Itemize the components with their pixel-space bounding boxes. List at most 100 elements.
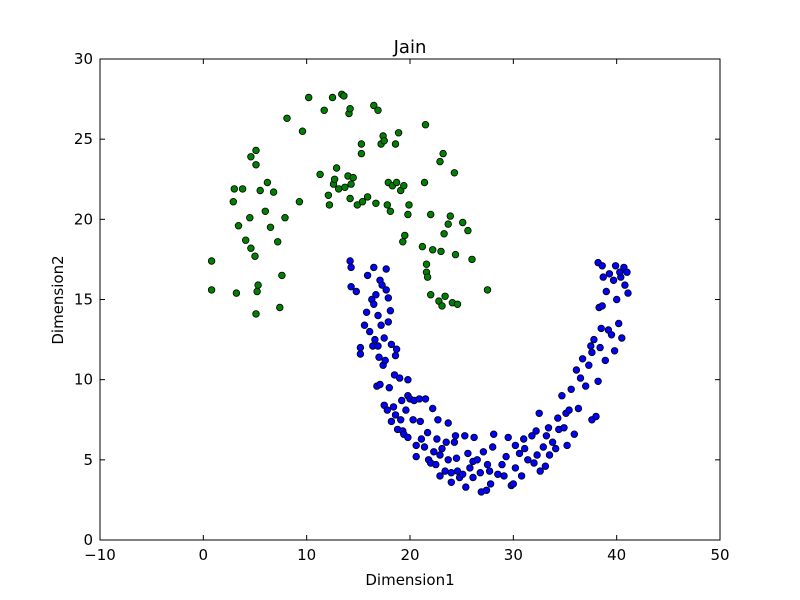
y-tick-label-5: 25	[74, 130, 93, 148]
data-point-series-1-96	[482, 486, 491, 494]
data-point-series-0-96	[468, 255, 476, 264]
data-point-series-1-13	[371, 335, 379, 344]
y-tick-label-3: 15	[74, 291, 93, 309]
data-point-series-1-31	[384, 318, 392, 326]
data-point-series-0-36	[330, 175, 339, 183]
y-axis: 0 5 10 15 20 25 30	[74, 50, 720, 549]
data-point-series-1-98	[485, 467, 494, 475]
data-point-series-1-29	[383, 406, 391, 414]
data-point-series-0-78	[427, 210, 435, 219]
data-point-series-0-51	[358, 197, 367, 206]
data-point-series-1-5	[356, 350, 365, 358]
data-point-series-1-22	[378, 281, 386, 289]
data-point-series-0-30	[316, 170, 324, 179]
data-point-series-0-26	[283, 114, 291, 122]
data-point-series-0-73	[421, 120, 430, 129]
data-point-series-1-23	[376, 380, 384, 389]
data-point-series-0-59	[383, 201, 391, 209]
data-point-series-1-119	[533, 451, 541, 459]
data-point-series-1-30	[382, 286, 390, 294]
data-point-series-0-40	[340, 92, 348, 100]
data-point-series-1-18	[375, 353, 383, 361]
data-point-series-0-15	[252, 310, 260, 318]
data-point-series-0-14	[253, 287, 261, 296]
data-point-series-1-36	[387, 417, 396, 426]
data-point-series-1-88	[466, 464, 474, 472]
points-layer	[207, 90, 632, 496]
data-point-series-1-129	[554, 414, 562, 422]
data-point-series-0-34	[328, 93, 337, 102]
data-point-series-1-82	[453, 467, 462, 475]
data-point-series-0-28	[298, 127, 307, 135]
data-point-series-0-49	[357, 140, 366, 148]
data-point-series-1-9	[366, 327, 374, 336]
data-point-series-1-172	[611, 262, 620, 270]
data-point-series-1-67	[432, 460, 440, 469]
data-point-series-1-160	[605, 270, 614, 278]
data-point-series-1-146	[590, 335, 598, 344]
data-point-series-1-127	[548, 438, 557, 446]
data-point-series-0-79	[429, 246, 437, 254]
y-axis-title: Dimension2	[49, 255, 67, 344]
data-point-series-1-80	[451, 432, 460, 440]
data-point-series-1-84	[459, 470, 467, 478]
data-point-series-1-138	[572, 366, 581, 374]
data-point-series-0-68	[401, 231, 409, 240]
data-point-series-0-31	[320, 106, 328, 114]
data-point-series-1-33	[385, 384, 393, 392]
x-axis-title: Dimension1	[365, 571, 454, 589]
data-point-series-0-67	[400, 181, 408, 190]
data-point-series-1-132	[560, 424, 568, 432]
data-point-series-0-4	[232, 289, 241, 297]
data-point-series-0-0	[207, 257, 216, 265]
data-point-series-1-68	[433, 435, 441, 443]
data-point-series-1-50	[404, 376, 412, 384]
data-point-series-1-74	[442, 438, 450, 446]
data-point-series-1-125	[545, 451, 554, 459]
data-point-series-1-92	[473, 456, 481, 464]
data-point-series-1-43	[396, 374, 404, 382]
data-point-series-0-88	[444, 220, 452, 228]
data-point-series-0-46	[347, 180, 355, 188]
data-point-series-0-74	[420, 178, 429, 187]
data-point-series-0-29	[305, 93, 313, 102]
data-point-series-1-56	[412, 452, 420, 461]
data-point-series-1-51	[404, 433, 412, 442]
data-point-series-0-58	[380, 137, 388, 145]
data-point-series-1-81	[452, 454, 461, 462]
data-point-series-1-104	[500, 472, 508, 480]
data-point-series-1-131	[558, 392, 566, 400]
data-point-series-0-97	[483, 286, 492, 294]
data-point-series-1-102	[494, 470, 502, 478]
data-point-series-1-149	[594, 377, 602, 385]
data-point-series-1-169	[621, 281, 629, 289]
data-point-series-0-83	[437, 247, 445, 256]
data-point-series-0-6	[238, 185, 247, 193]
data-point-series-1-141	[578, 355, 587, 363]
data-point-series-1-59	[416, 417, 424, 426]
data-point-series-0-48	[353, 201, 361, 209]
x-tick-label-6: 50	[710, 546, 729, 564]
data-point-series-1-144	[587, 342, 595, 350]
data-point-series-1-12	[370, 300, 378, 308]
data-point-series-0-11	[252, 146, 260, 155]
y-tick-label-2: 10	[74, 371, 93, 389]
x-tick-label-4: 30	[504, 546, 523, 564]
data-point-series-0-54	[372, 199, 380, 207]
data-point-series-0-8	[246, 213, 254, 222]
data-point-series-0-65	[394, 129, 403, 137]
data-point-series-1-7	[362, 308, 371, 316]
data-point-series-1-65	[429, 404, 437, 413]
data-point-series-0-86	[440, 230, 448, 238]
data-point-series-1-117	[530, 459, 538, 467]
data-point-series-1-120	[535, 409, 543, 417]
data-point-series-1-165	[615, 319, 623, 328]
data-point-series-0-69	[399, 238, 407, 246]
x-axis: −10 0 10 20 30 40 50	[84, 59, 730, 564]
data-point-series-0-10	[247, 244, 255, 252]
data-point-series-0-19	[263, 178, 272, 187]
x-tick-label-1: 0	[199, 546, 209, 564]
data-point-series-1-118	[532, 427, 540, 435]
